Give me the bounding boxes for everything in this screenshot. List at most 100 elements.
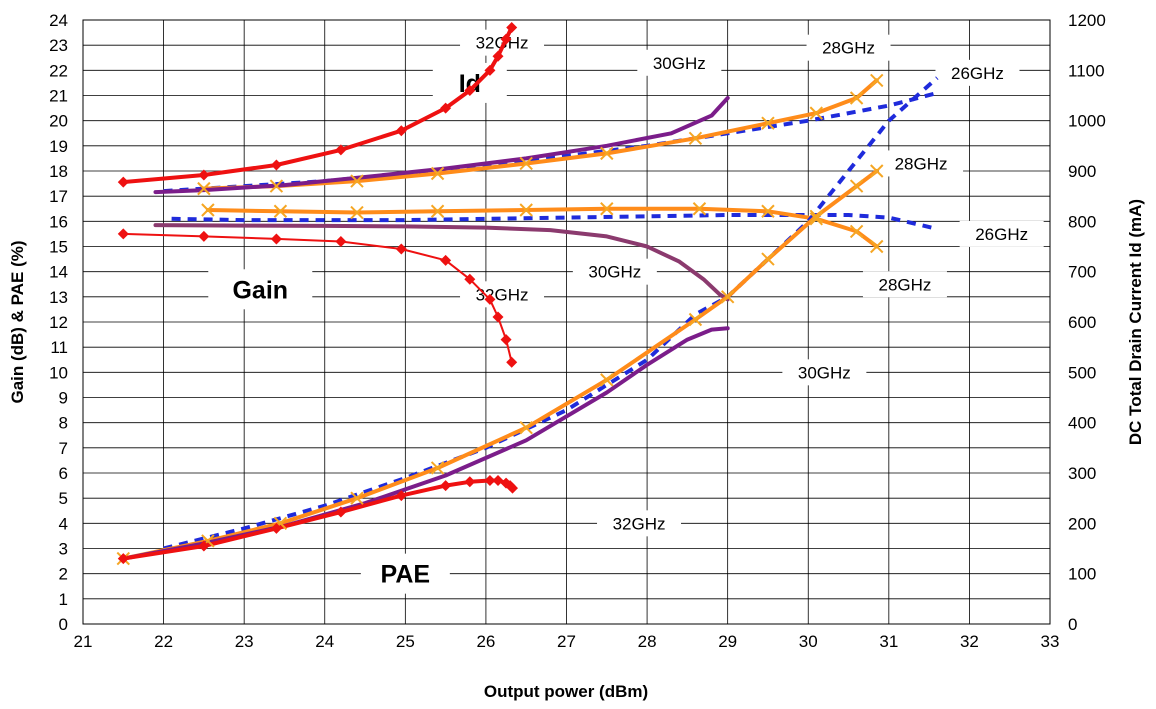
data-point-diamond <box>484 475 496 487</box>
data-point-x <box>809 209 824 224</box>
data-point-diamond <box>395 490 407 502</box>
right-y-tick-label: 900 <box>1068 162 1096 181</box>
annotation-label: 30GHz <box>798 363 851 382</box>
data-point-diamond <box>484 64 496 76</box>
right-y-tick-label: 1200 <box>1068 11 1106 30</box>
data-point-diamond <box>117 553 129 565</box>
annotation-box <box>959 220 1044 247</box>
annotation-label: 32GHz <box>613 514 666 533</box>
x-tick-label: 22 <box>154 632 173 651</box>
x-tick-label: 23 <box>235 632 254 651</box>
left-y-tick-label: 4 <box>59 514 68 533</box>
data-point-x <box>692 202 707 216</box>
annotation-label: 30GHz <box>653 54 706 73</box>
x-tick-label: 25 <box>396 632 415 651</box>
data-point-x <box>600 146 614 161</box>
data-point-x <box>761 116 775 130</box>
annotation-label: 28GHz <box>895 154 948 173</box>
data-point-x <box>761 204 775 218</box>
data-point-x <box>519 203 533 217</box>
left-y-tick-label: 21 <box>49 87 68 106</box>
annotation-label: Id <box>459 70 481 98</box>
left-y-tick-label: 15 <box>49 238 68 257</box>
data-point-diamond <box>198 169 210 181</box>
data-point-x <box>600 373 614 387</box>
left-y-tick-label: 3 <box>59 540 68 559</box>
data-point-diamond <box>395 243 407 255</box>
annotation-label: PAE <box>381 561 431 589</box>
data-point-x <box>849 179 864 193</box>
data-point-x <box>430 166 445 181</box>
data-point-x <box>849 91 864 105</box>
grid <box>82 19 1051 625</box>
left-y-tick-label: 23 <box>49 36 68 55</box>
right-y-tick-label: 1100 <box>1068 61 1105 80</box>
left-y-tick-label: 16 <box>49 212 68 231</box>
right-y-axis-title: DC Total Drain Current Id (mA) <box>1126 199 1145 445</box>
series-line-26ghz-pae <box>163 76 939 551</box>
data-point-x <box>269 179 284 193</box>
x-tick-label: 21 <box>74 632 93 651</box>
annotation-box <box>935 59 1020 86</box>
data-point-diamond <box>198 230 210 242</box>
data-point-x <box>870 239 884 254</box>
data-point-diamond <box>440 480 452 492</box>
x-tick-label: 33 <box>1041 632 1060 651</box>
left-y-tick-label: 6 <box>59 464 68 483</box>
annotation-box <box>597 510 682 537</box>
data-point-x <box>350 491 364 505</box>
right-y-tick-label: 300 <box>1068 464 1096 483</box>
data-point-diamond <box>484 293 496 305</box>
left-y-tick-label: 24 <box>49 11 68 30</box>
data-point-diamond <box>440 102 452 114</box>
data-point-x <box>600 202 614 216</box>
data-point-diamond <box>506 356 518 368</box>
data-point-x <box>720 290 735 304</box>
data-point-diamond <box>198 540 210 552</box>
data-point-x <box>870 164 884 178</box>
axis-titles: Output power (dBm) Gain (dB) & PAE (%) D… <box>8 199 1145 701</box>
data-point-diamond <box>395 125 407 137</box>
x-tick-label: 29 <box>718 632 737 651</box>
data-point-x <box>273 204 288 218</box>
x-tick-label: 32 <box>960 632 979 651</box>
data-point-x <box>688 312 703 327</box>
data-point-diamond <box>117 176 129 188</box>
left-y-tick-label: 8 <box>59 414 68 433</box>
data-point-diamond <box>492 475 504 487</box>
series-line-26ghz-gain <box>171 213 938 231</box>
x-tick-label: 31 <box>879 632 898 651</box>
annotation-label: 28GHz <box>878 275 931 294</box>
data-point-diamond <box>492 50 504 62</box>
left-y-tick-label: 12 <box>49 313 68 332</box>
data-point-x <box>197 181 211 196</box>
data-point-x <box>809 106 824 120</box>
right-y-tick-label: 700 <box>1068 263 1096 282</box>
data-point-diamond <box>500 33 512 45</box>
series-markers <box>116 22 884 566</box>
annotation-box <box>572 258 657 285</box>
annotation-box <box>637 49 722 76</box>
left-y-tick-label: 11 <box>50 338 68 357</box>
left-y-tick-label: 19 <box>49 137 68 156</box>
data-point-diamond <box>335 235 347 247</box>
left-y-tick-label: 20 <box>49 112 68 131</box>
right-y-tick-label: 0 <box>1068 615 1077 634</box>
annotation-box <box>862 271 947 298</box>
left-y-tick-label: 1 <box>59 590 68 609</box>
right-y-tick-label: 200 <box>1068 514 1096 533</box>
data-point-diamond <box>440 254 452 266</box>
series-line-30ghz-gain <box>153 223 730 302</box>
annotation-label: Gain <box>232 276 288 304</box>
annotation-label: 30GHz <box>588 263 641 282</box>
left-y-tick-label: 5 <box>59 489 68 508</box>
annotation-box <box>782 359 867 386</box>
right-y-tick-label: 600 <box>1068 313 1096 332</box>
data-point-x <box>430 204 445 218</box>
data-point-diamond <box>335 506 347 518</box>
data-point-x <box>350 205 364 220</box>
right-y-tick-label: 100 <box>1068 565 1096 584</box>
data-point-diamond <box>464 476 476 488</box>
right-y-tick-label: 1000 <box>1068 112 1106 131</box>
data-point-x <box>761 252 775 266</box>
